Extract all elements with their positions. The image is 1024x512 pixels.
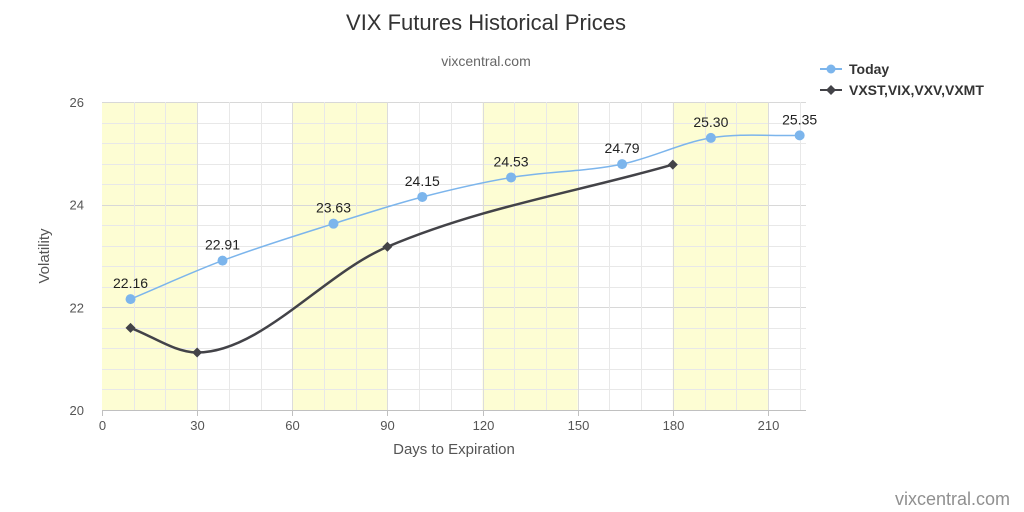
data-point bbox=[125, 322, 136, 333]
data-point bbox=[217, 255, 228, 266]
shaded-band bbox=[482, 102, 578, 410]
chart-title: VIX Futures Historical Prices bbox=[346, 10, 626, 35]
data-labels: 22.16 22.91 23.63 24.15 24.53 24.79 25.30 25.35 bbox=[113, 111, 817, 291]
data-point bbox=[417, 191, 428, 202]
shaded-band bbox=[672, 102, 768, 410]
chart-subtitle: vixcentral.com bbox=[441, 53, 530, 69]
credit-text[interactable]: vixcentral.com bbox=[895, 489, 1010, 509]
y-axis-title: Volatility bbox=[36, 228, 53, 284]
data-point bbox=[667, 159, 678, 170]
shaded-band bbox=[292, 102, 388, 410]
x-tick-label: 90 bbox=[380, 418, 394, 433]
data-label: 22.16 bbox=[113, 275, 148, 291]
legend: Today VXST,VIX,VXV,VXMT bbox=[820, 61, 984, 98]
axes: 0 30 60 90 120 150 180 210 20 22 24 26 bbox=[70, 95, 806, 433]
shaded-band bbox=[102, 102, 198, 410]
series-line bbox=[130, 134, 800, 300]
series-line bbox=[130, 163, 674, 354]
x-tick-label: 210 bbox=[758, 418, 780, 433]
x-tick-label: 0 bbox=[99, 418, 106, 433]
legend-label: VXST,VIX,VXV,VXMT bbox=[849, 82, 984, 98]
data-point bbox=[506, 172, 517, 183]
x-tick-label: 150 bbox=[568, 418, 590, 433]
x-axis-title: Days to Expiration bbox=[393, 441, 515, 458]
data-point bbox=[794, 130, 805, 141]
x-tick-label: 60 bbox=[285, 418, 299, 433]
x-tick-label: 180 bbox=[663, 418, 685, 433]
data-point bbox=[382, 241, 393, 252]
y-tick-label: 20 bbox=[70, 403, 84, 418]
data-label: 24.79 bbox=[605, 140, 640, 156]
y-tick-label: 24 bbox=[70, 198, 84, 213]
x-tick-label: 120 bbox=[473, 418, 495, 433]
y-tick-label: 22 bbox=[70, 300, 84, 315]
data-label: 22.91 bbox=[205, 237, 240, 253]
legend-marker-circle bbox=[826, 64, 836, 74]
data-point bbox=[617, 159, 628, 170]
data-label: 25.35 bbox=[782, 111, 817, 127]
data-point bbox=[192, 347, 203, 358]
shaded-bands bbox=[102, 102, 768, 410]
y-tick-label: 26 bbox=[70, 95, 84, 110]
data-label: 23.63 bbox=[316, 200, 351, 216]
series-group bbox=[125, 130, 805, 358]
data-label: 24.53 bbox=[494, 153, 529, 169]
data-label: 24.15 bbox=[405, 173, 440, 189]
legend-item-today[interactable]: Today bbox=[820, 61, 889, 77]
data-label: 25.30 bbox=[693, 114, 728, 130]
x-tick-label: 30 bbox=[190, 418, 204, 433]
legend-label: Today bbox=[849, 61, 889, 77]
legend-item-term-structure[interactable]: VXST,VIX,VXV,VXMT bbox=[820, 82, 984, 98]
legend-marker-diamond bbox=[826, 85, 836, 95]
data-point bbox=[125, 294, 136, 305]
data-point bbox=[328, 218, 339, 229]
data-point bbox=[705, 132, 716, 143]
